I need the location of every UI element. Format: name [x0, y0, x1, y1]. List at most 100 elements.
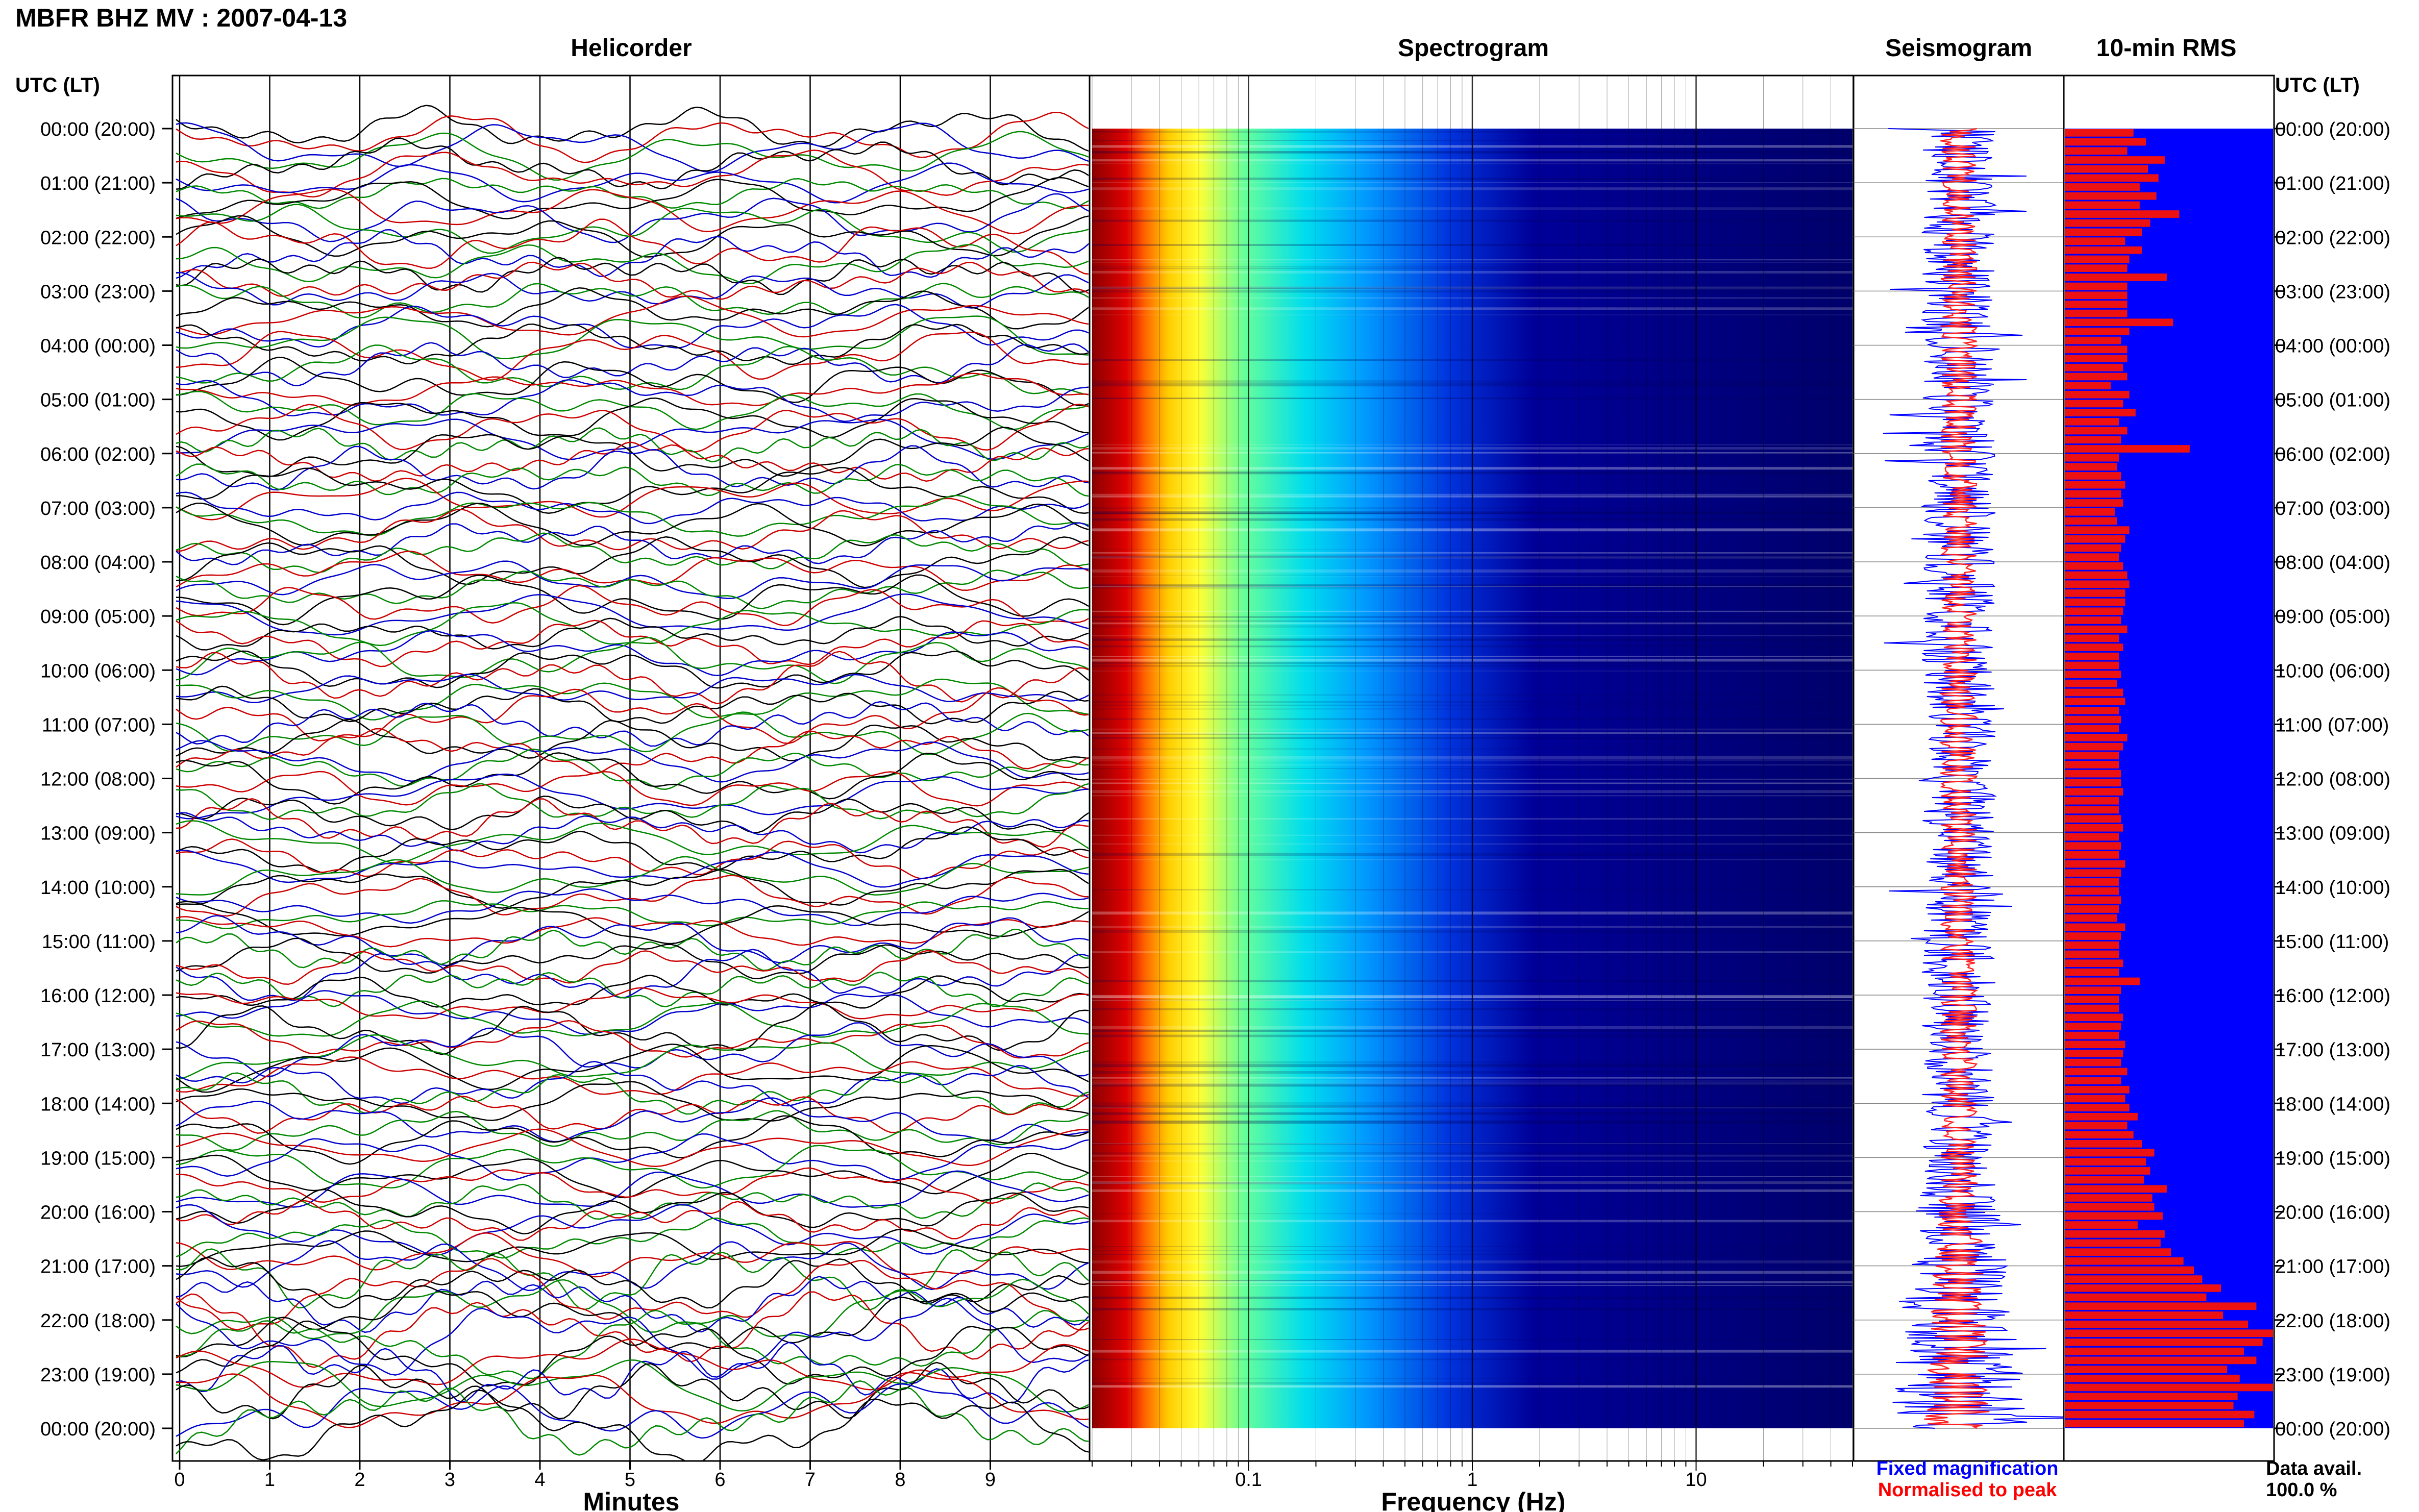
- helicorder-trace: [176, 752, 1089, 805]
- rms-bar: [2065, 571, 2128, 579]
- helicorder-trace: [176, 650, 1089, 689]
- rms-bar: [2065, 698, 2126, 705]
- helicorder-trace: [176, 900, 1089, 929]
- helicorder-trace: [176, 1096, 1089, 1134]
- rms-bar: [2065, 679, 2117, 687]
- spectrogram-panel: 0.1 1 10 Frequency (Hz): [1089, 75, 1855, 1512]
- helicorder-trace: [176, 949, 1089, 1001]
- rms-bar: [2065, 1320, 2248, 1328]
- rms-bar: [2065, 1393, 2238, 1400]
- rms-bar: [2065, 1068, 2128, 1076]
- rms-bar: [2065, 734, 2128, 741]
- helicorder-trace: [176, 1200, 1089, 1241]
- rms-bar: [2065, 1112, 2138, 1121]
- rms-bar: [2065, 1095, 2126, 1103]
- rms-bar: [2065, 345, 2128, 354]
- rms-bar: [2065, 688, 2124, 697]
- minute-tick-label: 0: [174, 1469, 185, 1491]
- helicorder-trace: [176, 1361, 1089, 1420]
- helicorder-trace: [176, 812, 1089, 854]
- legend-normalised-to-peak: Normalised to peak: [1878, 1479, 2057, 1501]
- time-label-left: 20:00 (16:00): [40, 1202, 156, 1224]
- rms-bar: [2065, 373, 2128, 381]
- rms-bar: [2065, 228, 2142, 236]
- helicorder-trace: [176, 261, 1089, 300]
- helicorder-trace: [176, 1279, 1089, 1340]
- helicorder-trace: [176, 850, 1089, 888]
- rms-bar: [2065, 508, 2115, 516]
- utc-label-left: UTC (LT): [15, 74, 100, 96]
- rms-bar: [2065, 1131, 2134, 1138]
- time-label-right: 01:00 (21:00): [2275, 173, 2390, 194]
- time-label-right: 00:00 (20:00): [2275, 119, 2390, 140]
- seismogram-normalised-trace: [1924, 128, 1990, 1429]
- spectrogram-xlabel: Frequency (Hz): [1381, 1488, 1565, 1512]
- helicorder-trace: [176, 560, 1089, 599]
- time-label-left: 19:00 (15:00): [40, 1148, 156, 1169]
- helicorder-trace: [176, 494, 1089, 537]
- helicorder-trace: [176, 491, 1089, 525]
- rms-bar: [2065, 598, 2126, 606]
- rms-bar: [2065, 788, 2124, 796]
- rms-bar: [2065, 1149, 2155, 1157]
- helicorder-trace: [176, 875, 1089, 917]
- helicorder-trace: [176, 137, 1089, 190]
- minute-tick-label: 6: [714, 1469, 725, 1491]
- helicorder-trace: [176, 987, 1089, 1020]
- rms-bar: [2065, 725, 2119, 733]
- helicorder-trace: [176, 678, 1089, 721]
- helicorder-trace: [176, 1188, 1089, 1234]
- helicorder-trace: [176, 1256, 1089, 1309]
- time-label-right: 19:00 (15:00): [2275, 1148, 2390, 1169]
- helicorder-trace: [176, 1182, 1089, 1220]
- helicorder-trace: [176, 1170, 1089, 1208]
- rms-bar: [2065, 860, 2126, 868]
- rms-bar: [2065, 1293, 2207, 1301]
- rms-bar: [2065, 1347, 2244, 1355]
- rms-bar: [2065, 382, 2111, 389]
- rms-bar: [2065, 1167, 2151, 1175]
- time-label-right: 04:00 (00:00): [2275, 336, 2390, 357]
- rms-bar: [2065, 1257, 2184, 1265]
- time-label-right: 02:00 (22:00): [2275, 227, 2390, 249]
- helicorder-trace: [176, 445, 1089, 491]
- rms-bar: [2065, 1374, 2240, 1382]
- rms-bar: [2065, 400, 2124, 408]
- rms-bar: [2065, 282, 2128, 290]
- helicorder-minute-gridlines: [179, 76, 991, 1461]
- helicorder-trace: [176, 467, 1089, 514]
- rms-bar: [2065, 192, 2157, 200]
- rms-bar: [2065, 129, 2134, 137]
- helicorder-trace: [176, 820, 1089, 864]
- helicorder-trace: [176, 1110, 1089, 1151]
- helicorder-trace: [176, 901, 1089, 945]
- helicorder-trace: [176, 1342, 1089, 1404]
- helicorder-trace: [176, 798, 1089, 848]
- time-label-right: 16:00 (12:00): [2275, 985, 2390, 1007]
- helicorder-trace: [176, 687, 1089, 745]
- rms-bar: [2065, 436, 2121, 444]
- rms-bar: [2065, 815, 2121, 823]
- rms-bar: [2065, 1050, 2124, 1057]
- helicorder-trace: [176, 1097, 1089, 1143]
- helicorder-trace: [176, 771, 1089, 807]
- time-label-left: 00:00 (20:00): [40, 1419, 156, 1440]
- helicorder-trace: [176, 783, 1089, 820]
- rms-bar: [2065, 941, 2119, 949]
- helicorder-trace: [176, 331, 1089, 381]
- time-label-left: 00:00 (20:00): [40, 119, 156, 140]
- helicorder-trace: [176, 740, 1089, 783]
- helicorder-trace: [176, 950, 1089, 985]
- rms-bar: [2065, 535, 2126, 543]
- rms-bar: [2065, 553, 2119, 561]
- helicorder-trace: [176, 218, 1089, 275]
- helicorder-trace: [176, 1072, 1089, 1115]
- rms-bar: [2065, 1401, 2234, 1409]
- rms-bar: [2065, 1311, 2224, 1319]
- time-label-left: 17:00 (13:00): [40, 1039, 156, 1061]
- helicorder-trace: [176, 1167, 1089, 1204]
- minute-tick-label: 1: [264, 1469, 275, 1491]
- helicorder-trace: [176, 1228, 1089, 1267]
- helicorder-trace: [176, 869, 1089, 909]
- rms-bar: [2065, 824, 2124, 832]
